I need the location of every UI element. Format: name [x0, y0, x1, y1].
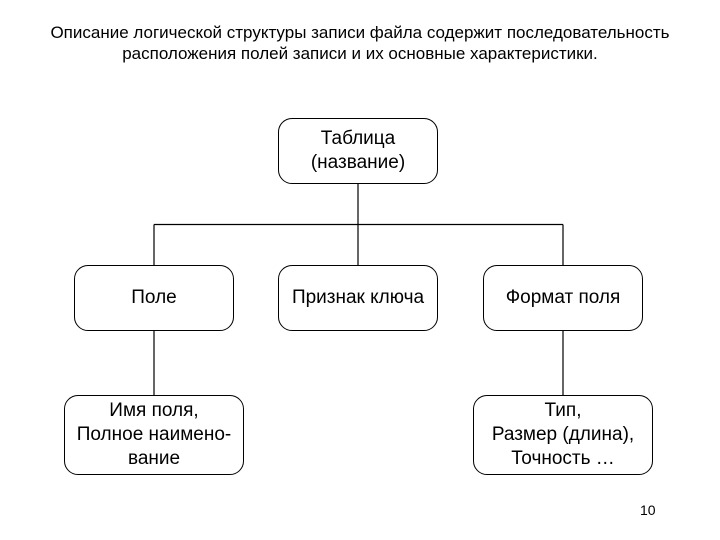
- node-format: Формат поля: [483, 265, 643, 331]
- node-type: Тип,Размер (длина),Точность …: [473, 395, 653, 475]
- node-name: Имя поля,Полное наимено-вание: [64, 395, 244, 475]
- node-root: Таблица(название): [278, 118, 438, 184]
- node-label: Имя поля,Полное наимено-вание: [77, 399, 232, 470]
- node-label: Поле: [131, 286, 176, 310]
- node-field: Поле: [74, 265, 234, 331]
- node-label: Признак ключа: [292, 286, 424, 310]
- diagram-heading: Описание логической структуры записи фай…: [0, 22, 720, 65]
- node-label: Таблица(название): [311, 127, 405, 175]
- node-label: Тип,Размер (длина),Точность …: [492, 399, 634, 470]
- node-label: Формат поля: [506, 286, 621, 310]
- node-key: Признак ключа: [278, 265, 438, 331]
- page-number: 10: [640, 502, 656, 518]
